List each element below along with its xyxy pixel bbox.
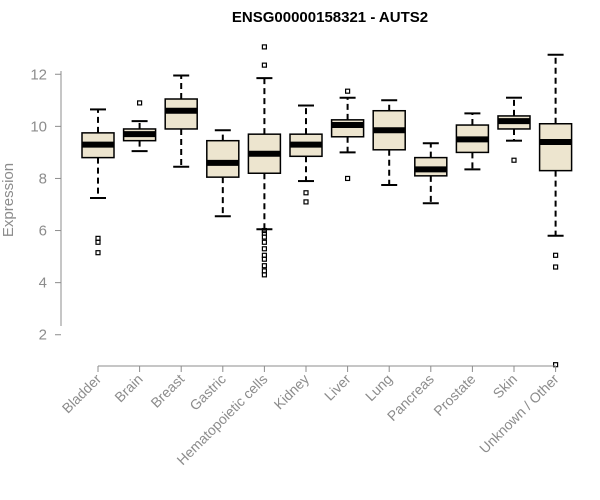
x-tick-label-unknown-other: Unknown / Other [476, 371, 562, 457]
y-tick-label-6: 6 [39, 223, 47, 240]
outlier-point [303, 190, 309, 196]
box-lung [372, 99, 406, 186]
outlier-point [261, 252, 267, 258]
boxes-group [81, 44, 573, 368]
outlier-point [261, 227, 267, 234]
y-tick-label-4: 4 [39, 275, 47, 292]
outlier-point [261, 44, 267, 50]
box-kidney [289, 104, 323, 205]
outlier-point [261, 268, 267, 274]
outlier-point [261, 239, 267, 245]
box-bladder [81, 108, 115, 256]
outlier-point [137, 100, 143, 106]
box-hematopoietic-cells [247, 44, 282, 278]
outlier-point [261, 230, 267, 236]
outlier-point [552, 264, 559, 270]
outlier-point [303, 199, 309, 205]
outlier-point [345, 175, 351, 182]
box-skin [497, 96, 531, 163]
outlier-point [261, 62, 267, 68]
box-breast [164, 74, 198, 168]
x-tick-label-kidney: Kidney [271, 371, 313, 413]
y-tick-label-10: 10 [30, 118, 47, 135]
box-unknown-other [538, 53, 573, 368]
x-tick-label-breast: Breast [147, 371, 187, 411]
y-tick-label-12: 12 [30, 66, 47, 83]
outlier-point [511, 157, 517, 163]
outlier-point [345, 88, 351, 94]
box-brain [122, 100, 157, 153]
box-gastric [206, 129, 240, 218]
box-liver [330, 88, 365, 182]
x-tick-label-lung: Lung [362, 371, 395, 404]
x-tick-label-brain: Brain [111, 371, 145, 405]
outlier-point [261, 246, 267, 252]
box-prostate [455, 112, 490, 171]
outlier-point [552, 252, 559, 258]
outlier-point [95, 250, 101, 256]
outlier-point [261, 263, 267, 269]
x-tick-label-bladder: Bladder [59, 371, 105, 417]
box-pancreas [414, 142, 448, 205]
iqr-box [164, 98, 198, 130]
iqr-box [206, 139, 240, 178]
y-axis-label: Expression [0, 163, 17, 237]
y-tick-label-8: 8 [39, 170, 47, 187]
chart-title: ENSG00000158321 - AUTS2 [232, 9, 428, 26]
x-tick-label-prostate: Prostate [430, 371, 478, 419]
outlier-point [95, 235, 101, 241]
x-tick-label-skin: Skin [490, 371, 521, 402]
iqr-box [538, 123, 573, 172]
x-tick-label-liver: Liver [321, 371, 354, 404]
y-tick-label-2: 2 [39, 327, 47, 344]
y-axis-ticks: 2 4 6 8 10 12 [30, 66, 61, 344]
